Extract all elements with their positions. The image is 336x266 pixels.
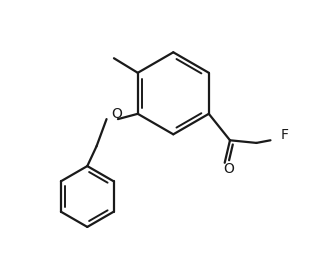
Text: O: O (111, 107, 122, 121)
Text: F: F (281, 128, 289, 142)
Text: O: O (223, 162, 234, 176)
